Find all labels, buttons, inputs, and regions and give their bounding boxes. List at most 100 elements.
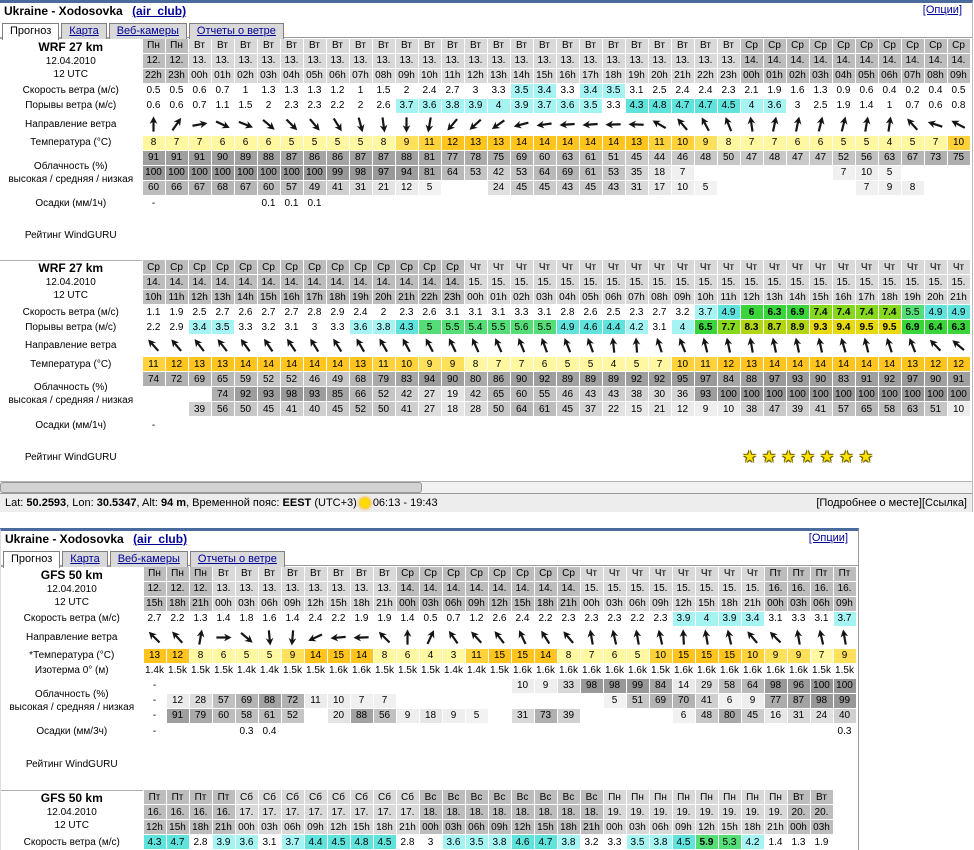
day-cell: Вс: [442, 790, 465, 805]
model-link[interactable]: GFS 50 km: [41, 568, 103, 582]
cloud-high-cell: [419, 678, 442, 693]
options-link[interactable]: [Опции]: [809, 532, 848, 544]
cloud-low-cell: 52: [281, 708, 304, 723]
temp-cell: 14: [786, 357, 809, 372]
date-cell: 18.: [465, 805, 488, 820]
date-cell: 15.: [786, 275, 809, 290]
tab-map[interactable]: Карта: [62, 551, 107, 567]
temp-cell: 14: [763, 357, 786, 372]
precip-cell: [234, 195, 257, 212]
model-link[interactable]: WRF 27 km: [38, 40, 103, 54]
model-link[interactable]: WRF 27 km: [38, 261, 103, 275]
cloud-high-cell: 99: [626, 678, 649, 693]
tab-forecast[interactable]: Прогноз: [3, 551, 60, 568]
precip-cell: [189, 723, 212, 740]
cloud-low-cell: 67: [234, 180, 257, 195]
precip-cell: [763, 195, 786, 212]
precip-cell: [947, 195, 970, 212]
date-cell: 15.: [809, 275, 832, 290]
date-cell: 17.: [258, 805, 281, 820]
temp-cell: 13: [740, 357, 763, 372]
wind-cell: 0.4: [924, 83, 947, 98]
temp-cell: 15: [327, 648, 350, 663]
cloud-high-cell: 92: [625, 372, 648, 387]
cloud-mid-cell: 53: [602, 165, 625, 180]
row-label-link[interactable]: Скорость ветра (м/с): [23, 307, 119, 318]
wind-cell: 2.2: [626, 611, 649, 626]
cloud-high-cell: 61: [579, 150, 602, 165]
hour-cell: 06h: [602, 290, 625, 305]
club-link[interactable]: (air_club): [132, 4, 186, 18]
date-cell: 13.: [281, 581, 304, 596]
tab-map[interactable]: Карта: [61, 23, 106, 39]
wind-arrow-icon: [672, 626, 695, 648]
hour-cell: 18h: [557, 820, 580, 835]
hour-cell: 12h: [740, 290, 763, 305]
date-cell: 14.: [419, 581, 442, 596]
row-label-link[interactable]: Скорость ветра (м/с): [23, 85, 119, 96]
row-label-link[interactable]: (м/с): [95, 322, 116, 333]
temp-cell: 10: [741, 648, 764, 663]
model-link[interactable]: GFS 50 km: [41, 791, 103, 805]
cloud-low-cell: 9: [396, 708, 419, 723]
day-cell: Чт: [579, 260, 602, 275]
cloud-mid-cell: 99: [833, 693, 856, 708]
wind-cell: 1.6: [786, 83, 809, 98]
row-label-link[interactable]: (°C): [93, 359, 111, 370]
wind-arrow-icon: [648, 113, 671, 135]
row-label-link[interactable]: (м): [95, 665, 109, 676]
row-label-link[interactable]: (°C): [93, 137, 111, 148]
day-cell: Ср: [763, 39, 786, 54]
tab-webcams[interactable]: Веб-камеры: [109, 23, 187, 39]
iso-cell: 1.5k: [189, 663, 212, 678]
cloud-mid-cell: 72: [281, 693, 304, 708]
cloud-high-cell: 56: [855, 150, 878, 165]
day-cell: Вт: [579, 39, 602, 54]
wind-arrow-icon: [441, 335, 464, 357]
wind-cell: 2.3: [649, 611, 672, 626]
wind-arrow-icon: [833, 626, 856, 648]
wind-arrow-icon: [419, 626, 442, 648]
wind-cell: 2.4: [349, 305, 372, 320]
day-cell: Чт: [947, 260, 970, 275]
row-label-link[interactable]: (м/с): [95, 100, 116, 111]
cloud-mid-cell: [442, 693, 465, 708]
horizontal-scrollbar[interactable]: [0, 481, 972, 493]
date-cell: 15.: [603, 581, 626, 596]
tab-wind-reports[interactable]: Отчеты о ветре: [190, 551, 285, 567]
wind-arrow-icon: [281, 626, 304, 648]
temp-cell: 13: [143, 648, 166, 663]
tab-forecast[interactable]: Прогноз: [2, 23, 59, 40]
scrollbar-thumb[interactable]: [0, 482, 422, 493]
wind-arrow-icon: [947, 113, 970, 135]
tab-label: Веб-камеры: [118, 553, 180, 565]
row-label-text: Осадки (мм/1ч): [35, 198, 106, 209]
date-cell: 18.: [488, 805, 511, 820]
wind-cell: 3.3: [234, 320, 257, 335]
place-details-link[interactable]: [Подробнее о месте]: [816, 497, 922, 509]
hour-cell: 08h: [648, 290, 671, 305]
options-link[interactable]: [Опции]: [923, 4, 962, 16]
temp-cell: 11: [418, 135, 441, 150]
row-label-link[interactable]: Скорость ветра (м/с): [24, 837, 120, 848]
wind-cell: 2.3: [625, 305, 648, 320]
row-label-link[interactable]: (°C): [96, 650, 114, 661]
date-cell: 18.: [534, 805, 557, 820]
hour-cell: 14h: [786, 290, 809, 305]
permalink-link[interactable]: [Ссылка]: [922, 497, 967, 509]
club-link[interactable]: (air_club): [133, 532, 187, 546]
wind-cell: 1.4: [855, 98, 878, 113]
cloud-mid-cell: 100: [901, 387, 924, 402]
hour-cell: 12h: [304, 596, 327, 611]
wind-arrow-icon: [257, 335, 280, 357]
tab-wind-reports[interactable]: Отчеты о ветре: [189, 23, 284, 39]
precip-cell: [281, 723, 304, 740]
tab-webcams[interactable]: Веб-камеры: [110, 551, 188, 567]
cloud-low-cell: [649, 708, 672, 723]
temp-cell: 15: [488, 648, 511, 663]
row-label-link[interactable]: Скорость ветра (м/с): [24, 613, 120, 624]
day-cell: Пт: [810, 567, 833, 582]
hour-cell: 20h: [924, 290, 947, 305]
hour-cell: 15h: [718, 820, 741, 835]
cloud-low-cell: 48: [695, 708, 718, 723]
